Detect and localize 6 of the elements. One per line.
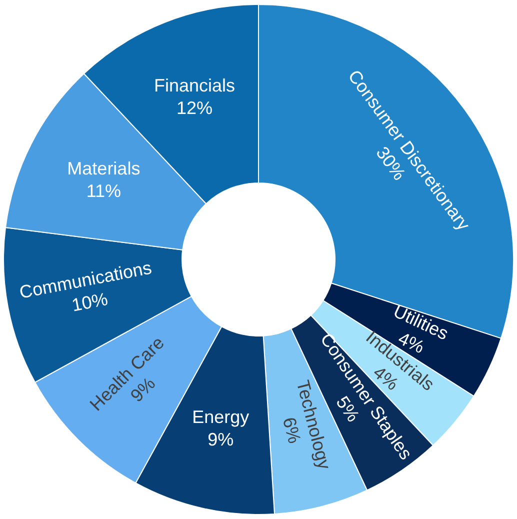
slice-label: Materials xyxy=(67,158,140,178)
data-label: 9% xyxy=(208,429,234,450)
slice-label: Financials xyxy=(154,76,236,96)
data-label: 12% xyxy=(176,98,213,118)
data-label: 11% xyxy=(86,180,122,201)
slice-label: Energy xyxy=(192,406,250,427)
